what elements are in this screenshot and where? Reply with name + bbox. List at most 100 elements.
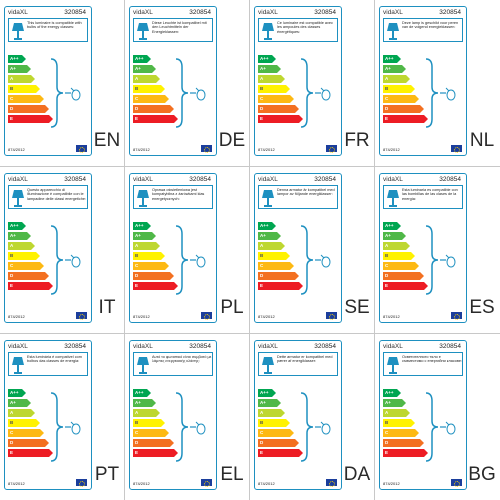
arrow-tip-icon	[156, 75, 160, 83]
product-code: 320854	[64, 176, 86, 183]
arrow-tip-icon	[276, 399, 281, 407]
energy-class-letter: B	[385, 253, 389, 258]
energy-class-letter: A	[135, 243, 139, 248]
energy-class-letter: B	[260, 420, 264, 425]
energy-class-bar: C	[258, 429, 294, 437]
energy-label-card: vidaXL 320854 Dette armatur er kompatibel …	[254, 340, 342, 490]
energy-class-letter: E	[10, 116, 14, 121]
energy-class-letter: E	[260, 450, 264, 455]
energy-label-cell-it: vidaXL 320854 Questo apparecchio di illumi…	[0, 167, 124, 333]
energy-class-letter: B	[385, 86, 389, 91]
regulation-number: 874/2012	[8, 481, 25, 486]
energy-class-letter: D	[135, 106, 139, 111]
language-code: DE	[218, 130, 246, 151]
arrow-tip-icon	[156, 242, 160, 250]
energy-class-letter: E	[10, 283, 14, 288]
energy-class-bar: A+	[383, 399, 406, 407]
energy-class-bar: C	[133, 262, 169, 270]
energy-class-bar: A++	[8, 389, 26, 397]
energy-class-scale: A++ A+ A B C D E	[133, 222, 178, 292]
language-code: PT	[94, 464, 120, 485]
compatibility-brace-icon	[299, 224, 335, 301]
arrow-tip-icon	[44, 272, 49, 280]
brand-name: vidaXL	[258, 176, 278, 183]
energy-label-card: vidaXL 320854 Αυτό το φωτιστικό είναι συμβ…	[129, 340, 217, 490]
energy-class-scale: A++ A+ A B C D E	[133, 55, 178, 125]
grid-divider	[0, 166, 500, 167]
compatibility-brace-icon	[299, 57, 335, 134]
regulation-number: 874/2012	[8, 147, 25, 152]
compatibility-brace-icon	[424, 391, 460, 468]
language-code: DA	[343, 464, 371, 485]
energy-class-letter: B	[260, 253, 264, 258]
arrow-tip-icon	[169, 105, 174, 113]
compatibility-brace-icon	[174, 57, 210, 134]
info-box: Esta luminaria es compatible con las bom…	[383, 185, 463, 209]
energy-class-bar: C	[8, 429, 44, 437]
energy-label-cell-pt: vidaXL 320854 Esta luminária é compatível …	[0, 334, 124, 500]
energy-class-bar: E	[8, 282, 53, 290]
compatibility-brace-icon	[49, 391, 85, 468]
energy-class-letter: A	[385, 243, 389, 248]
energy-class-letter: C	[385, 430, 389, 435]
language-code: EN	[93, 130, 121, 151]
language-code: SE	[344, 297, 370, 318]
energy-class-bar: E	[258, 115, 303, 123]
arrow-tip-icon	[31, 75, 35, 83]
energy-class-bar: A+	[133, 399, 156, 407]
energy-class-letter: A+	[135, 233, 141, 238]
arrow-tip-icon	[281, 242, 285, 250]
energy-class-bar: A++	[258, 222, 276, 230]
info-box: Oprawa oświetleniowa jest kompatybilna z…	[133, 185, 213, 209]
energy-class-bar: A+	[8, 65, 31, 73]
arrow-tip-icon	[156, 409, 160, 417]
energy-class-bar: B	[133, 85, 165, 93]
info-box: Esta luminária é compatível com bolbos d…	[8, 352, 88, 376]
energy-class-letter: C	[135, 263, 139, 268]
energy-label-card: vidaXL 320854 This luminaire is compatible…	[4, 6, 92, 156]
arrow-tip-icon	[35, 85, 40, 93]
energy-class-bar: C	[133, 95, 169, 103]
arrow-tip-icon	[44, 439, 49, 447]
lamp-icon	[136, 189, 150, 212]
lamp-icon	[386, 356, 400, 379]
arrow-tip-icon	[415, 262, 419, 270]
energy-class-letter: E	[135, 116, 139, 121]
energy-class-letter: B	[10, 420, 14, 425]
energy-class-bar: A++	[8, 222, 26, 230]
energy-class-bar: E	[383, 449, 428, 457]
arrow-tip-icon	[147, 55, 151, 63]
arrow-tip-icon	[419, 105, 424, 113]
energy-label-card: vidaXL 320854 Deze lamp is geschikt voor p…	[379, 6, 467, 156]
product-code: 320854	[439, 176, 461, 183]
arrow-tip-icon	[424, 115, 428, 123]
energy-class-letter: A++	[10, 56, 19, 61]
energy-label-cell-bg: vidaXL 320854 Осветителното тяло е съвмест…	[375, 334, 499, 500]
product-code: 320854	[314, 176, 336, 183]
energy-class-scale: A++ A+ A B C D E	[383, 55, 428, 125]
arrow-tip-icon	[424, 449, 428, 457]
energy-label-card: vidaXL 320854 Ce luminaire est compatible …	[254, 6, 342, 156]
energy-class-letter: B	[135, 253, 139, 258]
compatibility-text: Dette armatur er kompatibel med pærer af…	[277, 355, 333, 364]
arrow-tip-icon	[147, 389, 151, 397]
energy-class-bar: A	[133, 409, 160, 417]
energy-class-letter: A++	[10, 390, 19, 395]
info-box: Questo apparecchio di illuminazione è co…	[8, 185, 88, 209]
arrow-tip-icon	[40, 262, 44, 270]
energy-class-letter: A++	[260, 223, 269, 228]
energy-class-letter: E	[385, 450, 389, 455]
energy-label-cell-en: vidaXL 320854 This luminaire is compatible…	[0, 0, 124, 166]
lamp-icon	[11, 356, 25, 379]
energy-class-bar: D	[258, 105, 299, 113]
energy-class-bar: A++	[383, 222, 401, 230]
energy-class-letter: C	[260, 430, 264, 435]
energy-class-bar: A+	[383, 232, 406, 240]
energy-class-scale: A++ A+ A B C D E	[383, 389, 428, 459]
arrow-tip-icon	[415, 429, 419, 437]
energy-class-bar: A++	[258, 55, 276, 63]
energy-class-letter: A++	[135, 390, 144, 395]
energy-class-bar: D	[258, 272, 299, 280]
energy-class-bar: B	[133, 419, 165, 427]
energy-class-bar: D	[8, 105, 49, 113]
